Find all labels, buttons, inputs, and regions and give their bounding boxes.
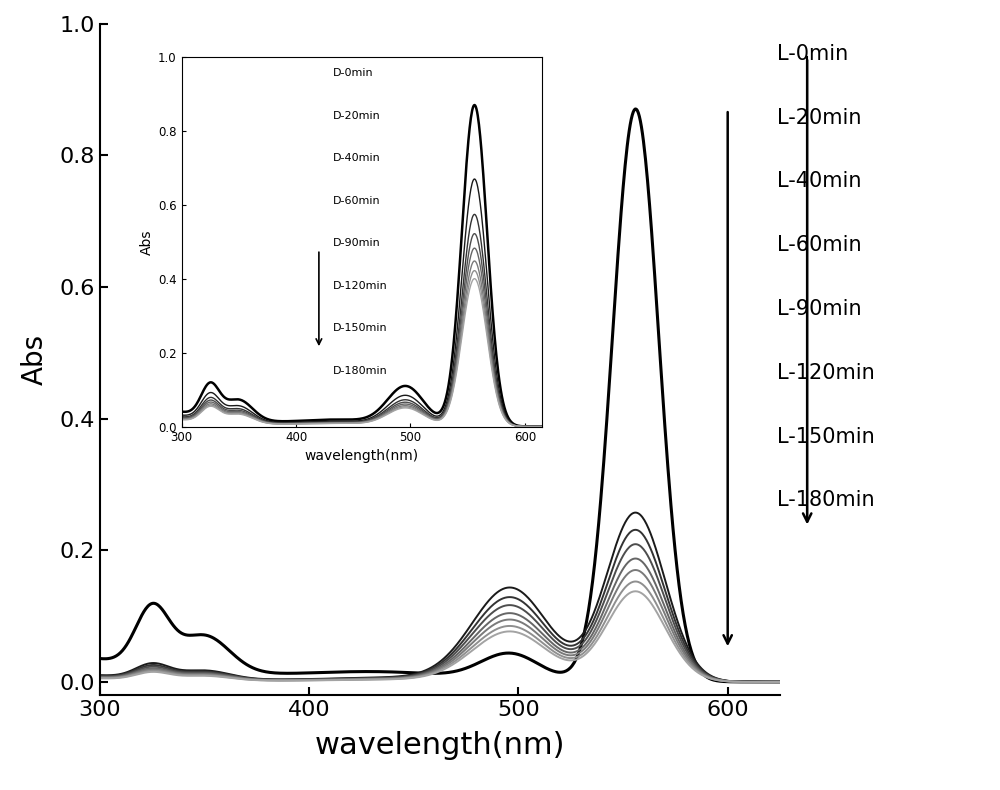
Text: L-0min: L-0min: [777, 43, 848, 64]
Text: L-120min: L-120min: [777, 363, 874, 383]
Y-axis label: Abs: Abs: [21, 334, 49, 385]
Text: L-90min: L-90min: [777, 299, 861, 319]
Text: L-40min: L-40min: [777, 171, 861, 191]
Text: L-150min: L-150min: [777, 427, 874, 446]
Text: L-60min: L-60min: [777, 235, 861, 255]
Text: L-20min: L-20min: [777, 107, 861, 128]
X-axis label: wavelength(nm): wavelength(nm): [315, 732, 565, 760]
Text: L-180min: L-180min: [777, 491, 874, 510]
